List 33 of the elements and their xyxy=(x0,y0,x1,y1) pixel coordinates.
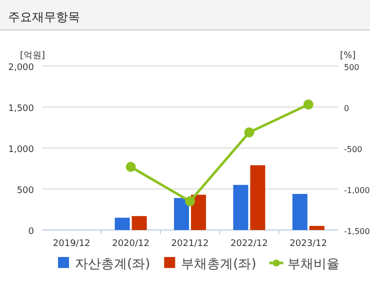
y2-tick-label: 500 xyxy=(344,63,360,72)
bar xyxy=(250,165,266,230)
y-tick-label: 0 xyxy=(28,227,34,237)
y-tick-label: 2,000 xyxy=(8,63,34,73)
y-axis-title: [억원] xyxy=(20,51,46,61)
bar xyxy=(132,216,147,230)
bar xyxy=(191,194,206,230)
point xyxy=(185,196,195,206)
point xyxy=(126,162,136,172)
y2-tick-label: -1,500 xyxy=(344,227,370,236)
y2-tick-label: -1,000 xyxy=(344,186,370,195)
point xyxy=(303,100,314,110)
bar xyxy=(114,218,130,230)
bar xyxy=(233,184,248,230)
point xyxy=(244,127,254,138)
y2-tick-label: -500 xyxy=(344,145,362,154)
y2-axis-title: [%] xyxy=(340,51,356,61)
y-tick-label: 500 xyxy=(16,186,34,196)
legend-label: 자산총계(좌) xyxy=(75,257,150,272)
bar xyxy=(174,198,189,230)
x-tick-label: 2020/12 xyxy=(112,239,150,249)
bar xyxy=(292,194,308,230)
legend-label: 부채총계(좌) xyxy=(181,257,256,272)
x-tick-label: 2021/12 xyxy=(171,239,209,249)
x-tick-label: 2023/12 xyxy=(290,239,328,249)
chart-title: 주요재무항목 xyxy=(8,10,80,24)
x-tick-label: 2022/12 xyxy=(230,239,268,249)
bar xyxy=(309,226,324,230)
y-tick-label: 1,000 xyxy=(8,145,34,155)
y-tick-label: 1,500 xyxy=(8,104,34,114)
x-tick-label: 2019/12 xyxy=(52,239,90,249)
legend-label: 부채비율 xyxy=(287,257,340,272)
y2-tick-label: 0 xyxy=(344,104,350,113)
